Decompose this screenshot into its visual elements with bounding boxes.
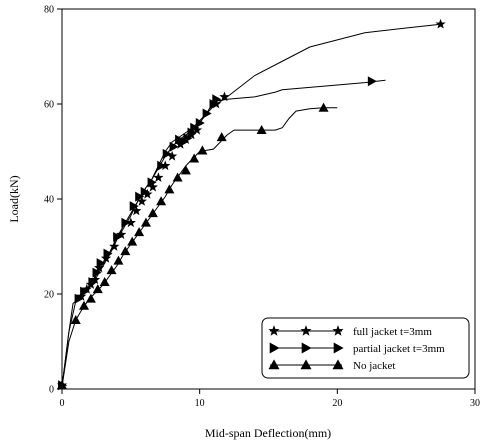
data-point [113, 255, 124, 265]
data-point [70, 315, 81, 325]
legend-marker [332, 359, 344, 370]
data-point [219, 91, 230, 102]
x-tick-label: 0 [60, 398, 65, 409]
data-point [106, 265, 117, 275]
data-point [131, 205, 142, 216]
legend-marker [269, 342, 280, 354]
legend-marker [332, 325, 344, 336]
data-point [156, 196, 167, 206]
data-point [92, 284, 103, 294]
data-point [88, 277, 98, 288]
data-point [99, 277, 110, 287]
data-point [195, 117, 205, 129]
y-tick-label: 60 [44, 100, 54, 111]
y-tick-label: 20 [44, 290, 54, 301]
data-point [74, 293, 84, 304]
legend: full jacket t=3mm partial jacket t=3mm No … [261, 317, 470, 379]
data-point [135, 191, 145, 202]
legend-marker [333, 342, 344, 354]
legend-label: full jacket t=3mm [353, 326, 432, 338]
y-tick-label: 0 [49, 385, 54, 396]
data-point [80, 286, 90, 297]
y-tick-label: 80 [44, 5, 54, 16]
data-point [96, 258, 106, 269]
data-point [189, 153, 200, 163]
axis-ticks: 0 10 20 30 0 20 40 60 80 [44, 5, 480, 410]
data-point [202, 108, 212, 119]
legend-marker [268, 325, 280, 336]
y-axis-title: Load(kN) [7, 175, 21, 222]
data-point [147, 177, 157, 188]
data-point [94, 262, 105, 273]
data-point [212, 94, 222, 105]
x-tick-label: 30 [470, 398, 480, 409]
data-point [157, 160, 167, 171]
data-point [367, 76, 377, 87]
data-point [136, 196, 147, 206]
legend-label: No jacket [353, 360, 395, 372]
data-point [180, 165, 191, 175]
data-point [318, 102, 329, 112]
data-point [435, 18, 446, 29]
data-point [127, 236, 138, 246]
x-axis-title: Mid-span Deflection(mm) [205, 426, 331, 440]
data-point [129, 201, 139, 212]
data-point [79, 300, 90, 310]
data-point [140, 217, 151, 227]
data-point [100, 253, 112, 263]
legend-box [261, 317, 470, 379]
data-point [147, 208, 158, 218]
data-point [92, 267, 102, 278]
data-point [197, 145, 208, 155]
data-point [169, 141, 179, 152]
legend-marker [300, 325, 312, 336]
legend-marker [268, 359, 280, 370]
data-point [103, 248, 113, 259]
data-point [172, 172, 183, 182]
data-point [113, 231, 123, 243]
data-point [85, 293, 96, 303]
data-point [120, 246, 131, 256]
data-point [56, 380, 68, 390]
legend-label: partial jacket t=3mm [353, 343, 445, 355]
x-tick-label: 10 [195, 398, 205, 409]
legend-marker [300, 359, 312, 370]
data-point [134, 227, 145, 237]
data-point [256, 125, 267, 135]
series-markers [56, 18, 446, 391]
legend-entries: full jacket t=3mm partial jacket t=3mm No … [268, 325, 445, 372]
data-point [164, 184, 175, 194]
data-point [190, 122, 200, 133]
data-point [121, 217, 131, 228]
y-tick-label: 40 [44, 195, 54, 206]
data-point [162, 148, 172, 159]
legend-marker [301, 342, 312, 354]
x-tick-label: 20 [332, 398, 342, 409]
data-point [153, 172, 164, 182]
data-point [216, 132, 227, 142]
data-point [140, 186, 150, 197]
data-point [109, 241, 120, 251]
